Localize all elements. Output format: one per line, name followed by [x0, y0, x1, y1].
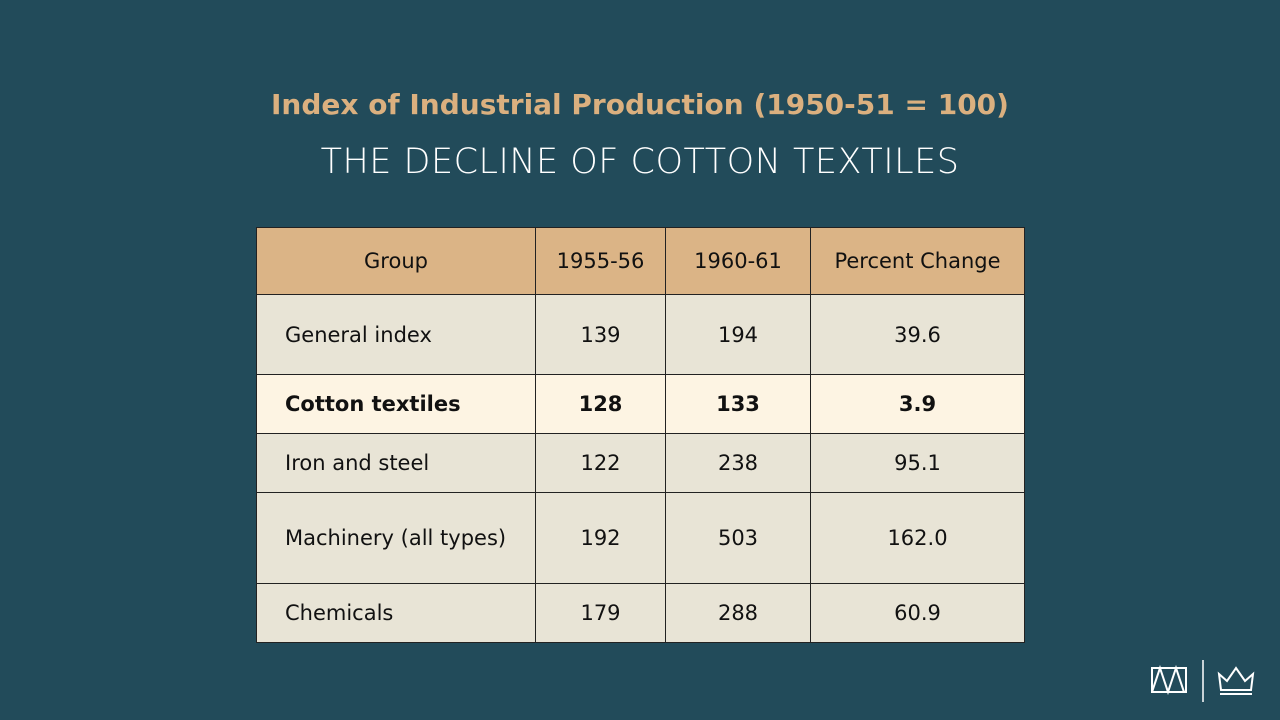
table-cell: 60.9	[810, 583, 1025, 643]
table-cell: 503	[665, 492, 811, 584]
table-cell: 162.0	[810, 492, 1025, 584]
table-row: Iron and steel 122 238 95.1	[256, 433, 1025, 493]
table-cell: 122	[535, 433, 666, 493]
column-header: 1960-61	[665, 227, 811, 295]
table-row: Cotton textiles 128 133 3.9	[256, 374, 1025, 434]
row-label: Cotton textiles	[256, 374, 536, 434]
table-row: General index 139 194 39.6	[256, 294, 1025, 375]
data-table: Group 1955-56 1960-61 Percent Change Genera…	[256, 227, 1025, 643]
title: Index of Industrial Production (1950-51 …	[271, 88, 1009, 121]
table-cell: 139	[535, 294, 666, 375]
subtitle: THE DECLINE OF COTTON TEXTILES	[320, 142, 960, 182]
row-label: Chemicals	[256, 583, 536, 643]
row-label: General index	[256, 294, 536, 375]
row-label: Iron and steel	[256, 433, 536, 493]
table-header: Group 1955-56 1960-61 Percent Change	[256, 227, 1025, 295]
header-row: Group 1955-56 1960-61 Percent Change	[256, 227, 1025, 295]
column-header: 1955-56	[535, 227, 666, 295]
row-label: Machinery (all types)	[256, 492, 536, 584]
table-cell: 39.6	[810, 294, 1025, 375]
column-header: Group	[256, 227, 536, 295]
table-row: Machinery (all types) 192 503 162.0	[256, 492, 1025, 584]
table-cell: 238	[665, 433, 811, 493]
table-cell: 133	[665, 374, 811, 434]
crown-logo	[1217, 666, 1255, 695]
logos	[1151, 660, 1255, 702]
logo-mark	[1151, 664, 1187, 696]
table-cell: 179	[535, 583, 666, 643]
table-body: General index 139 194 39.6 Cotton textiles 12…	[256, 294, 1025, 643]
table-cell: 192	[535, 492, 666, 584]
column-header: Percent Change	[810, 227, 1025, 295]
table-cell: 95.1	[810, 433, 1025, 493]
table-cell: 3.9	[810, 374, 1025, 434]
table-cell: 288	[665, 583, 811, 643]
table-cell: 194	[665, 294, 811, 375]
table-row: Chemicals 179 288 60.9	[256, 583, 1025, 643]
table-cell: 128	[535, 374, 666, 434]
